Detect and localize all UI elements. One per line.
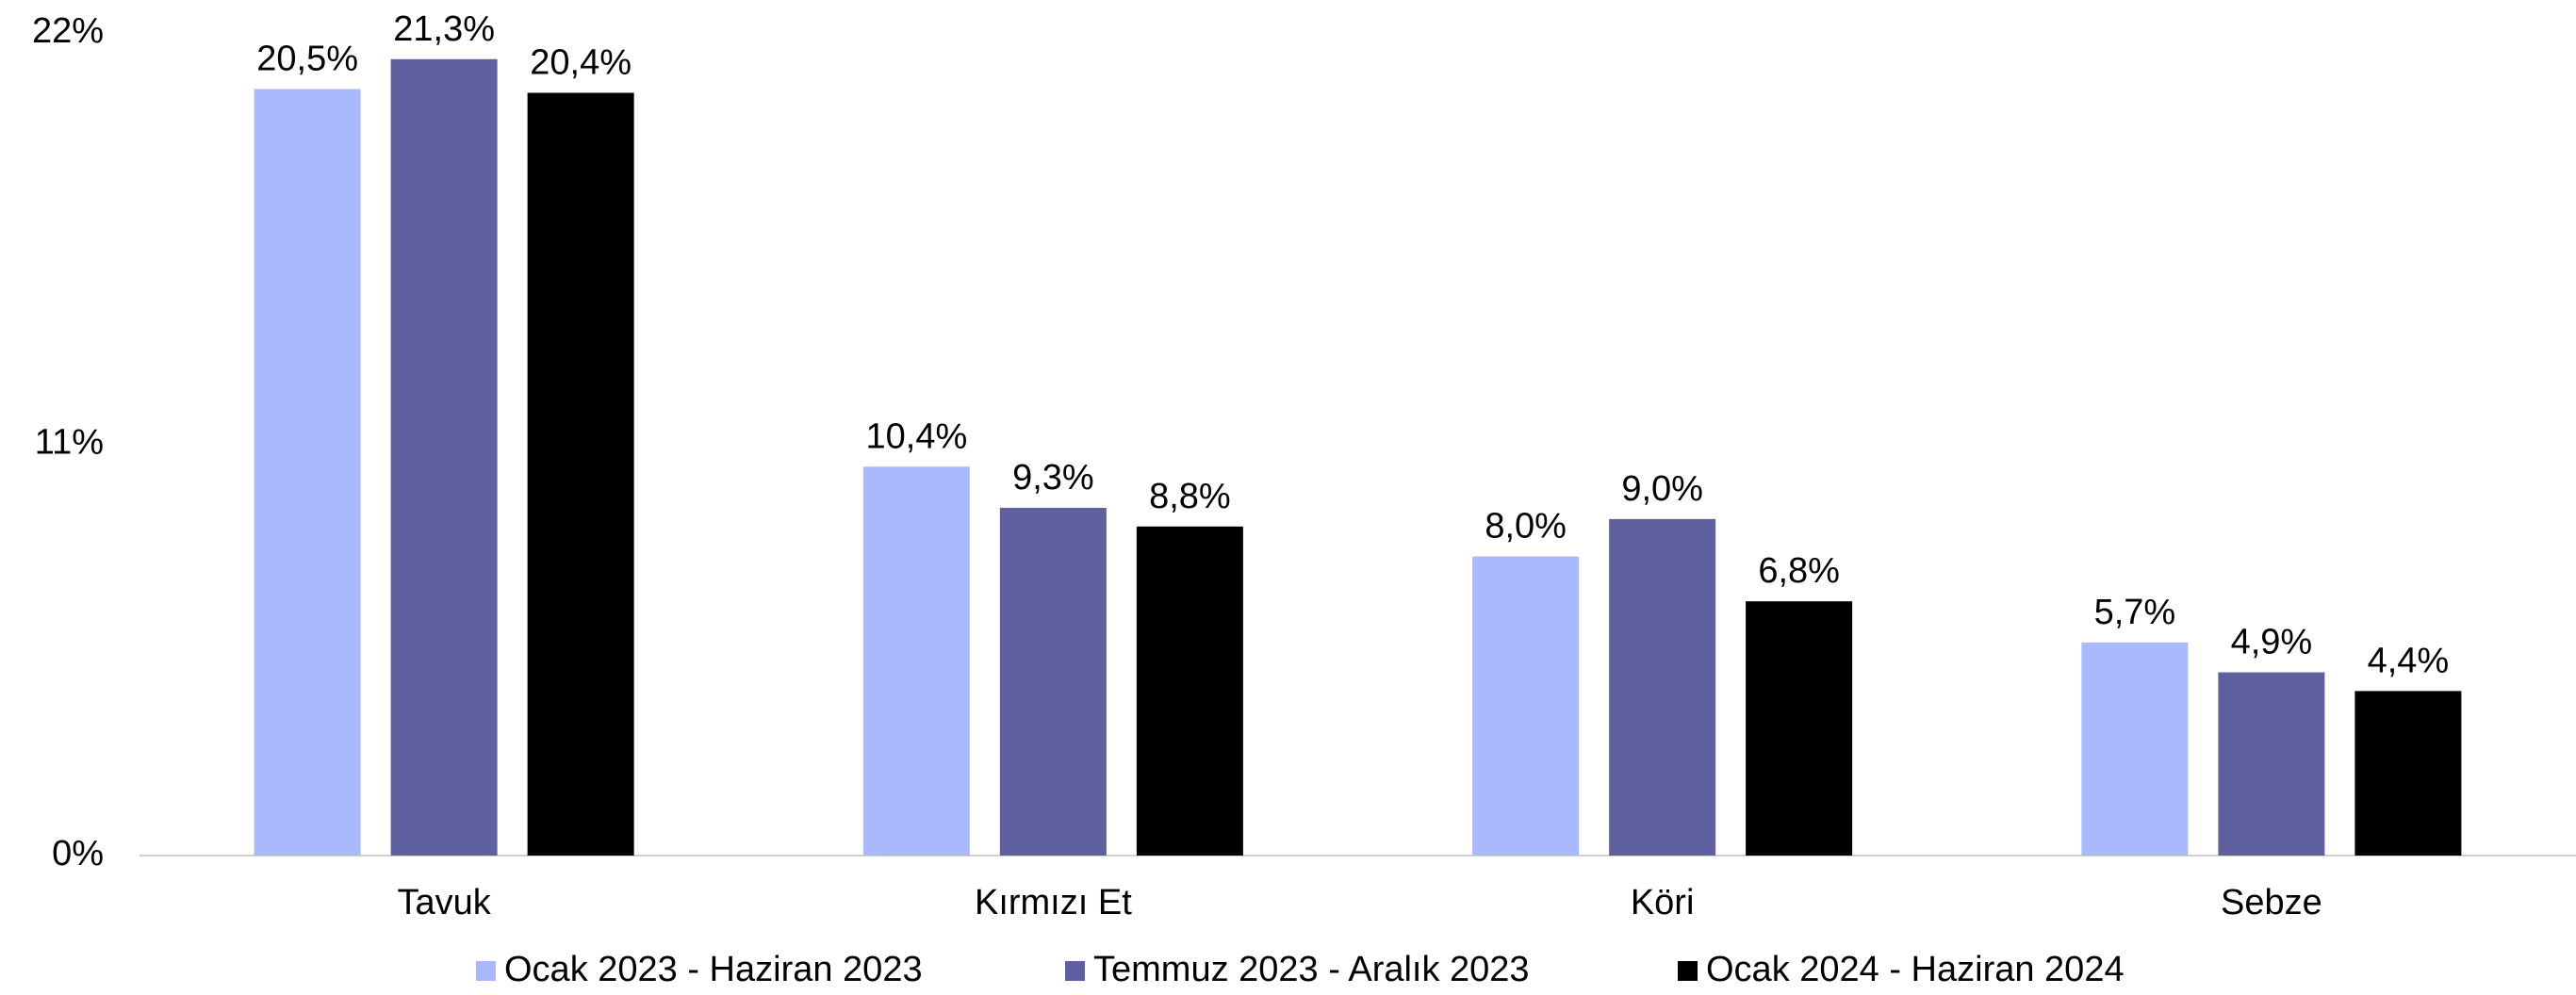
x-tick-label: Tavuk bbox=[397, 883, 491, 922]
legend-swatch bbox=[476, 961, 496, 981]
legend-label: Ocak 2023 - Haziran 2023 bbox=[504, 950, 923, 989]
x-tick-label: Köri bbox=[1631, 883, 1695, 922]
data-label: 10,4% bbox=[866, 416, 968, 456]
data-label: 21,3% bbox=[393, 9, 495, 49]
bar bbox=[254, 89, 361, 856]
data-label: 9,3% bbox=[1012, 458, 1094, 498]
legend-label: Ocak 2024 - Haziran 2024 bbox=[1706, 950, 2125, 989]
data-label: 20,5% bbox=[256, 40, 358, 79]
bar bbox=[1472, 556, 1580, 856]
bar bbox=[1609, 518, 1716, 856]
data-label: 9,0% bbox=[1621, 469, 1703, 509]
data-label: 5,7% bbox=[2094, 593, 2176, 632]
data-label: 8,8% bbox=[1149, 477, 1231, 516]
bar bbox=[999, 507, 1107, 856]
legend-swatch bbox=[1065, 961, 1085, 981]
bar bbox=[1746, 601, 1853, 856]
y-tick-label: 11% bbox=[35, 423, 104, 463]
data-label: 6,8% bbox=[1758, 551, 1840, 591]
legend-label: Temmuz 2023 - Aralık 2023 bbox=[1093, 950, 1530, 989]
bar bbox=[862, 466, 970, 856]
bar bbox=[2354, 691, 2462, 856]
x-tick-label: Sebze bbox=[2221, 883, 2322, 922]
bar bbox=[2081, 642, 2189, 856]
legend-swatch bbox=[1678, 961, 1698, 981]
bar bbox=[1136, 526, 1243, 856]
bar bbox=[527, 92, 634, 856]
data-label: 4,4% bbox=[2368, 641, 2450, 680]
data-label: 20,4% bbox=[530, 43, 632, 83]
bar bbox=[390, 58, 498, 856]
y-tick-label: 0% bbox=[52, 834, 104, 873]
bar bbox=[2218, 672, 2325, 856]
y-tick-label: 22% bbox=[32, 11, 104, 51]
data-label: 8,0% bbox=[1485, 507, 1567, 546]
x-tick-label: Kırmızı Et bbox=[975, 883, 1132, 922]
data-label: 4,9% bbox=[2231, 623, 2313, 662]
